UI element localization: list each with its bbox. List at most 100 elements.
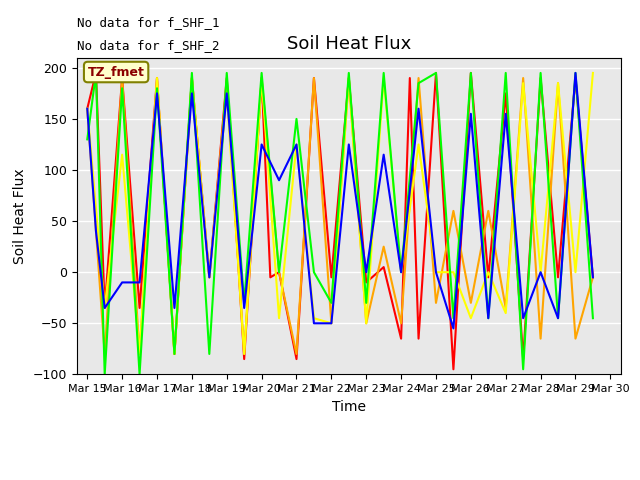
SHF3 (275, 315, 283, 321)
SHF1 (258, 75, 266, 81)
SHF1 (101, 305, 109, 311)
SHF5 (101, 305, 109, 311)
SHF3 (136, 351, 143, 357)
SHF3 (397, 269, 405, 275)
SHF5 (136, 279, 143, 285)
SHF1 (345, 75, 353, 81)
Line: SHF2: SHF2 (87, 78, 593, 354)
SHF3 (118, 152, 126, 157)
SHF2 (537, 336, 545, 341)
SHF4 (397, 269, 405, 275)
SHF3 (292, 142, 300, 147)
SHF4 (83, 136, 91, 142)
SHF4 (467, 70, 475, 76)
SHF1 (136, 305, 143, 311)
SHF3 (484, 269, 492, 275)
SHF4 (380, 70, 387, 76)
SHF5 (258, 142, 266, 147)
SHF5 (310, 321, 318, 326)
SHF2 (258, 75, 266, 81)
SHF5 (397, 269, 405, 275)
SHF4 (432, 70, 440, 76)
SHF2 (449, 208, 457, 214)
SHF5 (275, 177, 283, 183)
SHF3 (415, 142, 422, 147)
SHF4 (136, 372, 143, 377)
SHF1 (406, 75, 413, 81)
SHF5 (118, 279, 126, 285)
X-axis label: Time: Time (332, 400, 366, 414)
SHF2 (345, 75, 353, 81)
SHF1 (415, 336, 422, 341)
SHF4 (275, 269, 283, 275)
SHF5 (484, 315, 492, 321)
SHF5 (537, 269, 545, 275)
SHF2 (519, 75, 527, 81)
SHF5 (92, 228, 100, 234)
SHF2 (484, 208, 492, 214)
SHF1 (275, 269, 283, 275)
SHF3 (589, 70, 596, 76)
SHF1 (589, 275, 596, 280)
SHF2 (310, 75, 318, 81)
Text: No data for f_SHF_2: No data for f_SHF_2 (77, 38, 220, 51)
SHF3 (188, 75, 196, 81)
SHF4 (537, 70, 545, 76)
Title: Soil Heat Flux: Soil Heat Flux (287, 35, 411, 53)
SHF1 (223, 75, 230, 81)
Text: No data for f_SHF_1: No data for f_SHF_1 (77, 16, 220, 29)
SHF3 (171, 351, 179, 357)
SHF5 (205, 275, 213, 280)
SHF4 (449, 315, 457, 321)
SHF4 (554, 315, 562, 321)
SHF5 (345, 142, 353, 147)
SHF4 (328, 300, 335, 306)
SHF3 (205, 275, 213, 280)
SHF2 (432, 300, 440, 306)
SHF5 (362, 269, 370, 275)
SHF5 (188, 91, 196, 96)
SHF3 (432, 269, 440, 275)
SHF3 (362, 321, 370, 326)
SHF3 (153, 75, 161, 81)
SHF3 (467, 315, 475, 321)
SHF5 (153, 91, 161, 96)
SHF3 (345, 75, 353, 81)
SHF2 (292, 351, 300, 357)
SHF4 (519, 366, 527, 372)
SHF4 (572, 70, 579, 76)
Line: SHF5: SHF5 (87, 73, 593, 328)
SHF3 (537, 269, 545, 275)
SHF1 (328, 275, 335, 280)
SHF4 (153, 85, 161, 91)
SHF2 (136, 351, 143, 357)
SHF3 (258, 75, 266, 81)
SHF2 (223, 80, 230, 86)
SHF1 (266, 275, 274, 280)
Line: SHF4: SHF4 (87, 73, 593, 374)
SHF3 (310, 315, 318, 321)
SHF2 (275, 269, 283, 275)
SHF2 (328, 321, 335, 326)
SHF1 (554, 275, 562, 280)
SHF4 (101, 372, 109, 377)
SHF2 (171, 351, 179, 357)
SHF5 (554, 315, 562, 321)
SHF1 (467, 70, 475, 76)
SHF5 (415, 106, 422, 111)
SHF1 (432, 70, 440, 76)
SHF5 (380, 152, 387, 157)
SHF2 (153, 75, 161, 81)
SHF4 (310, 269, 318, 275)
SHF5 (83, 106, 91, 111)
SHF1 (572, 75, 579, 81)
SHF4 (188, 70, 196, 76)
SHF3 (101, 305, 109, 311)
SHF3 (554, 80, 562, 86)
SHF1 (397, 336, 405, 341)
SHF4 (292, 116, 300, 122)
SHF2 (589, 275, 596, 280)
SHF5 (171, 305, 179, 311)
SHF2 (380, 244, 387, 250)
SHF4 (118, 85, 126, 91)
